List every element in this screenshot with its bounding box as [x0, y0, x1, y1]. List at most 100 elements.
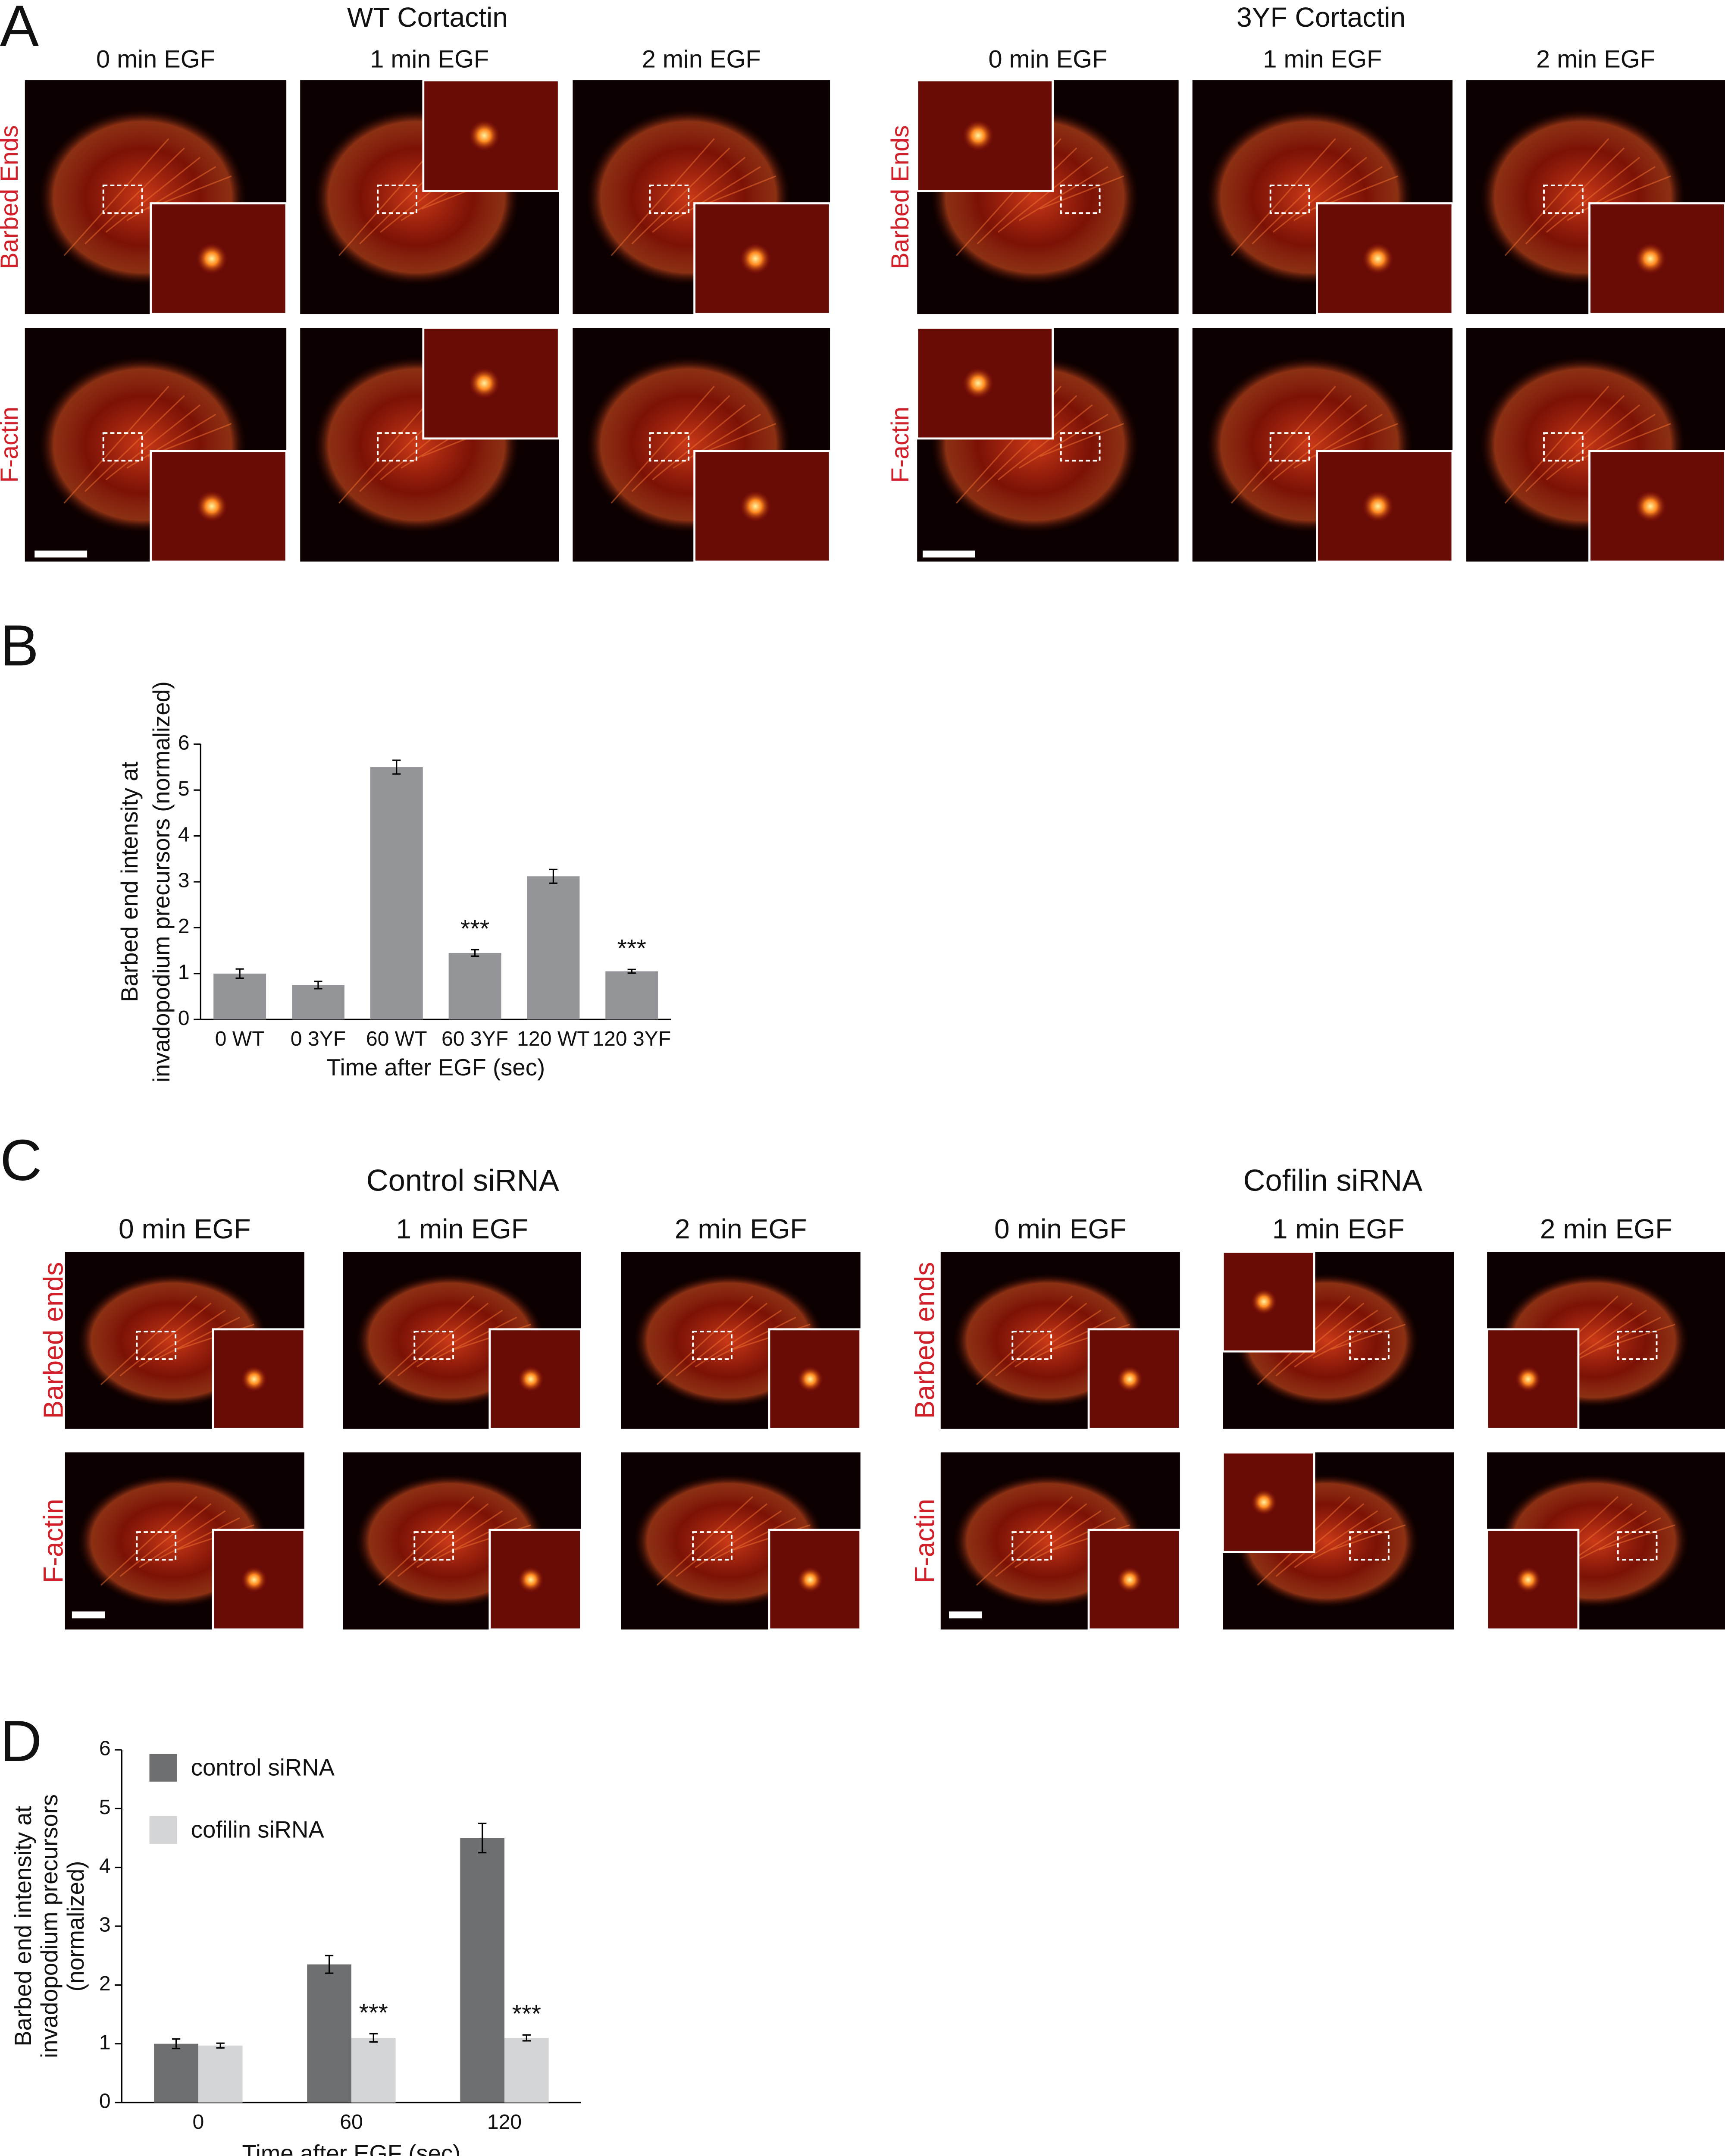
column-header: 2 min EGF — [1540, 1213, 1672, 1244]
filament — [1018, 166, 1108, 221]
filament — [631, 395, 730, 492]
filament — [1039, 423, 1124, 457]
bar — [307, 1964, 351, 2103]
inset-spot — [1251, 1289, 1277, 1315]
inset-spot — [1515, 1366, 1541, 1392]
y-tick-label: 6 — [178, 731, 190, 755]
scale-bar — [34, 550, 88, 558]
legend-swatch — [149, 1754, 177, 1782]
filament — [119, 1503, 212, 1577]
column-header: 2 min EGF — [675, 1213, 807, 1244]
error-bar — [235, 968, 244, 979]
inset-spot — [1117, 1366, 1143, 1392]
error-bar — [216, 2042, 225, 2049]
filament — [1014, 1510, 1102, 1568]
y-tick-label: 3 — [99, 1913, 111, 1937]
panel-label: B — [0, 613, 39, 678]
filament — [610, 385, 715, 504]
zoom-box — [1060, 432, 1101, 462]
column-header: 0 min EGF — [119, 1213, 251, 1244]
y-tick-label: 2 — [99, 1972, 111, 1995]
filament — [1231, 138, 1336, 256]
zoom-box — [102, 432, 143, 462]
row-label: F-actin — [38, 1499, 69, 1583]
filament — [1599, 1323, 1675, 1350]
zoom-box — [136, 1331, 177, 1360]
filament — [1033, 1316, 1116, 1359]
filament — [995, 1302, 1087, 1376]
filament — [676, 1302, 768, 1376]
filament — [1039, 175, 1124, 210]
filament — [63, 138, 169, 256]
zoom-box — [136, 1531, 177, 1561]
filament — [1504, 138, 1609, 256]
filament — [378, 1295, 475, 1385]
filament — [1014, 1310, 1102, 1368]
filament — [1294, 1310, 1378, 1368]
inset-spot — [469, 367, 500, 399]
filament — [138, 1310, 226, 1368]
inset-spot — [1251, 1489, 1277, 1515]
filament — [976, 1295, 1073, 1385]
y-tick-label: 4 — [178, 823, 190, 846]
column-header: 0 min EGF — [994, 1213, 1127, 1244]
y-axis-label: invadopodium precursors (normalized) — [148, 681, 175, 1082]
bar — [291, 985, 344, 1020]
filament — [119, 1302, 212, 1376]
filament — [1525, 147, 1625, 244]
filament — [977, 147, 1077, 244]
x-tick-label: 120 — [487, 2110, 522, 2134]
filament — [1272, 404, 1367, 480]
filament — [1504, 385, 1609, 504]
group-title: 3YF Cortactin — [1237, 2, 1406, 33]
bar — [198, 2045, 243, 2103]
inset-spot — [241, 1366, 267, 1392]
filament — [397, 1302, 489, 1376]
filament — [1331, 1524, 1406, 1551]
error-bar — [478, 1822, 487, 1854]
panel-label: D — [0, 1708, 42, 1774]
filament — [138, 1510, 226, 1568]
zoom-box — [1349, 1331, 1390, 1360]
zoom-box — [649, 185, 690, 214]
zoom-box — [692, 1331, 733, 1360]
group-title: WT Cortactin — [347, 2, 508, 33]
filament — [85, 147, 185, 244]
y-axis-label: Barbed end intensity at — [10, 1806, 36, 2046]
filament — [85, 395, 185, 492]
y-tick-label: 0 — [99, 2090, 111, 2113]
filament — [998, 404, 1093, 480]
error-bar — [172, 2038, 181, 2049]
filament — [1275, 1302, 1365, 1376]
inset-spot — [196, 243, 228, 274]
bar — [154, 2043, 198, 2103]
filament — [695, 1310, 782, 1368]
legend-swatch — [149, 1816, 177, 1844]
y-tick-label: 1 — [99, 2031, 111, 2054]
zoom-box — [413, 1331, 454, 1360]
error-bar — [522, 2034, 531, 2042]
filament — [397, 1503, 489, 1577]
filament — [1252, 147, 1352, 244]
row-label: Barbed Ends — [0, 125, 23, 269]
bar — [370, 767, 423, 1020]
filament — [673, 414, 761, 469]
inset-spot — [1515, 1567, 1541, 1593]
y-tick-label: 3 — [178, 869, 190, 892]
filament — [1312, 1517, 1392, 1560]
filament — [1294, 1510, 1378, 1568]
filament — [652, 404, 746, 480]
column-header: 1 min EGF — [1263, 45, 1382, 73]
filament — [656, 1496, 753, 1586]
filament — [435, 1316, 517, 1359]
zoom-box — [1011, 1331, 1052, 1360]
bar — [605, 971, 658, 1020]
inset-spot — [962, 367, 994, 399]
filament — [1312, 1316, 1392, 1359]
filament — [416, 1310, 503, 1368]
y-axis-label: invadopodium precursors — [36, 1794, 63, 2058]
filament — [1546, 157, 1640, 233]
inset-spot — [797, 1366, 823, 1392]
